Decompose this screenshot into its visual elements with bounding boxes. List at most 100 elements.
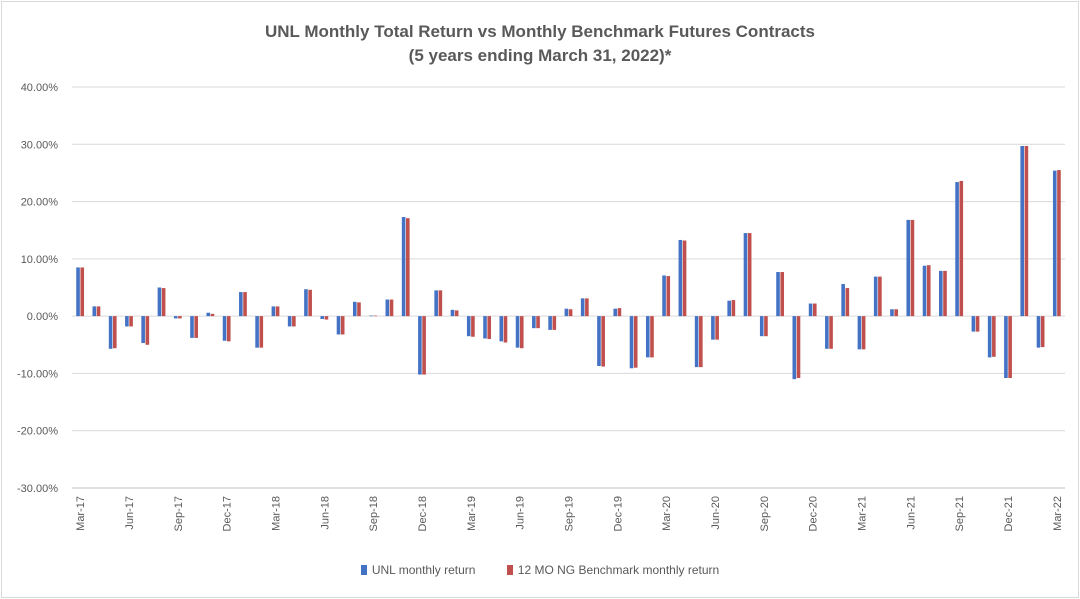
bar-unl-Apr-19 <box>483 316 487 339</box>
bar-benchmark-Mar-20 <box>666 276 671 317</box>
bar-benchmark-Nov-18 <box>406 218 410 317</box>
bar-benchmark-Aug-19 <box>552 316 557 330</box>
legend-label-unl: UNL monthly return <box>371 563 476 577</box>
bar-unl-Nov-17 <box>206 312 211 317</box>
bar-unl-Feb-18 <box>255 316 259 348</box>
bar-benchmark-Mar-21 <box>861 316 866 350</box>
chart-title: UNL Monthly Total Return vs Monthly Benc… <box>264 22 816 41</box>
x-tick-label: Dec-19 <box>612 496 624 531</box>
bar-unl-Mar-21 <box>857 316 862 350</box>
bar-benchmark-Aug-18 <box>357 302 361 317</box>
bar-benchmark-Apr-21 <box>878 276 882 317</box>
bar-unl-Feb-19 <box>450 309 455 317</box>
bar-unl-Oct-21 <box>971 316 976 332</box>
bar-benchmark-Jun-18 <box>324 316 329 320</box>
bar-benchmark-Dec-19 <box>617 308 622 317</box>
bar-benchmark-Jul-21 <box>926 265 931 317</box>
bar-unl-Jun-21 <box>906 219 911 317</box>
legend-swatch-unl <box>360 565 367 575</box>
legend-label-benchmark: 12 MO NG Benchmark monthly return <box>517 563 720 577</box>
bar-unl-Oct-19 <box>580 298 585 317</box>
gridlines <box>72 86 1065 489</box>
y-tick-label: -30.00% <box>17 483 58 495</box>
bar-benchmark-Nov-21 <box>992 316 996 357</box>
bar-unl-Oct-18 <box>385 299 390 317</box>
x-tick-label: Jun-21 <box>905 496 917 530</box>
chart-subtitle: (5 years ending March 31, 2022)* <box>408 46 672 65</box>
bars <box>76 146 1061 380</box>
bar-unl-Dec-21 <box>1004 316 1008 379</box>
x-tick-label: Sep-20 <box>759 496 771 531</box>
bar-benchmark-Dec-20 <box>812 303 817 317</box>
bar-benchmark-Feb-20 <box>650 316 654 358</box>
bar-unl-Oct-20 <box>776 272 780 317</box>
bar-unl-Feb-20 <box>645 316 650 358</box>
bar-benchmark-Sep-21 <box>959 180 964 317</box>
y-tick-label: 40.00% <box>21 82 59 94</box>
legend: UNL monthly return 12 MO NG Benchmark mo… <box>0 563 1080 577</box>
y-tick-label: 30.00% <box>21 139 59 151</box>
bar-unl-Apr-18 <box>287 316 292 327</box>
bar-unl-Mar-18 <box>271 306 276 317</box>
bar-unl-Aug-18 <box>352 301 357 317</box>
bar-benchmark-Apr-20 <box>682 240 687 317</box>
bar-unl-Jul-19 <box>532 316 536 329</box>
bar-unl-Feb-22 <box>1036 316 1041 348</box>
x-tick-label: Mar-19 <box>466 496 478 531</box>
bar-benchmark-May-17 <box>113 316 117 349</box>
y-tick-label: 20.00% <box>21 197 59 209</box>
bar-benchmark-May-18 <box>308 289 312 317</box>
bar-unl-Jan-18 <box>239 292 243 317</box>
bar-unl-Apr-20 <box>678 239 683 317</box>
bar-unl-Sep-17 <box>173 316 178 319</box>
bar-benchmark-Jun-17 <box>129 316 133 327</box>
bar-benchmark-Jan-20 <box>633 316 638 368</box>
bar-benchmark-Jul-20 <box>731 300 736 317</box>
bar-benchmark-Nov-19 <box>601 316 605 367</box>
bar-unl-Mar-17 <box>76 267 80 317</box>
x-tick-label: Jun-18 <box>319 496 331 530</box>
bar-benchmark-Mar-17 <box>80 267 85 317</box>
bar-unl-Feb-21 <box>841 284 845 317</box>
x-tick-label: Sep-19 <box>564 496 576 531</box>
bar-benchmark-Feb-22 <box>1040 316 1045 348</box>
bar-benchmark-Jan-19 <box>438 290 443 317</box>
bar-unl-Jun-20 <box>711 316 715 340</box>
bar-benchmark-Sep-20 <box>764 316 768 337</box>
y-tick-label: 10.00% <box>21 254 59 266</box>
bar-unl-Sep-18 <box>369 315 373 317</box>
bar-unl-Jan-19 <box>434 290 438 317</box>
bar-unl-Jun-17 <box>125 316 129 327</box>
y-tick-label: 0.00% <box>27 311 58 323</box>
bar-benchmark-May-19 <box>503 316 508 343</box>
bar-benchmark-Feb-19 <box>454 310 459 317</box>
x-tick-label: Dec-20 <box>808 496 820 531</box>
bar-benchmark-Jul-17 <box>145 316 150 345</box>
bar-benchmark-Sep-17 <box>178 316 182 319</box>
x-tick-label: Mar-21 <box>857 496 869 531</box>
bar-unl-Jan-21 <box>825 316 829 349</box>
x-tick-label: Sep-18 <box>368 496 380 531</box>
bar-benchmark-Jan-22 <box>1024 146 1029 317</box>
bar-unl-Sep-21 <box>955 182 959 317</box>
bar-unl-Aug-21 <box>939 270 943 317</box>
x-tick-label: Jun-17 <box>124 496 136 530</box>
bar-benchmark-Aug-20 <box>747 233 752 317</box>
x-tick-label: Mar-18 <box>271 496 283 531</box>
x-tick-label: Sep-21 <box>954 496 966 531</box>
bar-unl-Nov-21 <box>987 316 992 358</box>
x-tick-label: Mar-22 <box>1052 496 1064 531</box>
bar-benchmark-Jun-19 <box>519 316 524 349</box>
bar-unl-Jan-20 <box>629 316 634 369</box>
bar-unl-Jan-22 <box>1020 146 1024 317</box>
bar-unl-May-17 <box>108 316 113 349</box>
bar-unl-Jun-18 <box>320 316 325 319</box>
bar-unl-May-20 <box>694 316 699 368</box>
bar-benchmark-Dec-18 <box>422 316 426 375</box>
bar-benchmark-Oct-19 <box>585 298 589 317</box>
bar-unl-Dec-19 <box>613 308 618 317</box>
bar-unl-Oct-17 <box>190 316 194 338</box>
bar-benchmark-Dec-17 <box>226 316 231 342</box>
bar-benchmark-Mar-19 <box>471 316 475 337</box>
